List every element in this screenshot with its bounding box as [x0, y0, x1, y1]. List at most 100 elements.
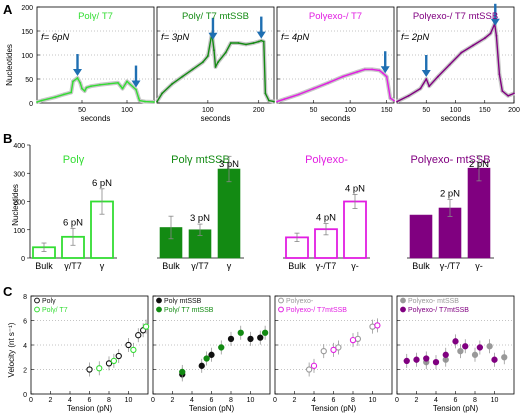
panel-c-point [257, 334, 264, 341]
panel-c-point [237, 329, 244, 336]
panel-a-subplot-title: Polγexo-/ T7 mtSSB [413, 11, 498, 22]
panel-c-ytick: 4 [23, 343, 27, 350]
panel-a-event-arrow [256, 16, 266, 39]
panel-c-point [96, 365, 103, 372]
panel-c-legend-marker [278, 297, 284, 304]
panel-c-subplot: 0 2 4 6 8 10 Polγ Polγ/ T7 Tension (pN) [29, 295, 150, 413]
panel-a-event-arrow [380, 51, 390, 74]
panel-c-point [452, 338, 459, 345]
panel-c-xtick-label: 0 [395, 397, 399, 404]
panel-a-trace-point [36, 101, 38, 103]
panel-b-group-title: Polγexo- [305, 154, 348, 166]
panel-a-trace-point [495, 34, 498, 37]
panel-c-xtick-label: 2 [415, 397, 419, 404]
panel-a-frame [276, 6, 395, 104]
panel-a-trace-point [341, 75, 344, 78]
panel-c-ytick: 6 [23, 319, 27, 326]
panel-a-trace-point [264, 92, 267, 95]
panel-a-trace-point [283, 98, 286, 101]
panel-c-point [135, 332, 142, 339]
panel-a-trace-point [513, 92, 515, 95]
panel-a-event-arrow-head [73, 69, 82, 77]
panel-c-xtick-label: 8 [229, 397, 233, 404]
panel-a-trace-point [371, 68, 373, 71]
panel-b-bar [467, 167, 491, 259]
panel-b-category-label: γ-/T7 [316, 261, 337, 271]
panel-c-xtick-label: 4 [68, 397, 72, 404]
panel-c-xtick-label: 4 [434, 397, 438, 404]
panel-a-trace-point [389, 97, 392, 100]
panel-c-ytick: 8 [23, 294, 27, 301]
panel-a-trace-point [79, 81, 82, 84]
panel-c-xtick-label: 2 [171, 397, 175, 404]
panel-c-point [142, 323, 150, 330]
panel-a-trace-point [419, 87, 422, 90]
panel-a-trace-point [83, 90, 86, 92]
panel-a-event-arrow [208, 17, 218, 40]
panel-c-xtick-label: 10 [125, 397, 133, 404]
panel-a-subplot-title: Polγexo-/ T7 [309, 11, 362, 22]
panel-a-trace-point [117, 81, 119, 84]
panel-a-event-arrow [490, 3, 500, 26]
panel-a-trace-point [138, 99, 141, 102]
panel-c-point [247, 335, 254, 343]
panel-a-trace-point [257, 40, 260, 43]
panel-a-xtick-label: 200 [253, 107, 265, 114]
panel-a-trace-point [99, 83, 101, 86]
panel-a-trace-point [54, 96, 56, 99]
panel-c-ytick: 0 [23, 392, 27, 399]
panel-b-category-label: γ [227, 261, 232, 271]
panel-a-trace-point [72, 80, 74, 83]
panel-b-category-label: γ [100, 261, 105, 271]
panel-c-legend-marker [156, 297, 162, 304]
panel-c-point [374, 322, 381, 329]
panel-a-force-label: f= 4pN [281, 32, 309, 43]
panel-letter-c: C [3, 284, 13, 299]
panel-a-xtick-label: 200 [508, 107, 520, 114]
panel-letter-b: B [3, 131, 12, 146]
panel-a-event-arrow-head [380, 66, 390, 74]
panel-c-point [110, 357, 118, 365]
panel-b-ytick: 300 [13, 171, 25, 178]
panel-a-trace-point [85, 86, 88, 89]
panel-b-group: Polγ Bulk 6 pN γ/T7 6 pN γ [30, 154, 117, 271]
panel-a-trace-point [40, 99, 43, 102]
panel-c-point [403, 357, 410, 365]
panel-c-ylabel: Velocity (nt s⁻¹) [7, 322, 16, 377]
panel-a-event-arrow-head [490, 18, 500, 26]
panel-c-subplot: 0 2 4 6 8 10 Polγexo- mtSSB Polγexo-/ T7mtSSB Te… [395, 295, 515, 413]
panel-c-point [413, 356, 420, 363]
panel-a-event-arrow-head [131, 80, 141, 88]
panel-a-subplot: 100 200 Polγ/ T7 mtSSB f= 3pN seconds [155, 6, 275, 123]
panel-c-legend-label: Polγexo- mtSSB [408, 298, 459, 305]
panel-a-trace-point [437, 75, 439, 78]
panel-a-event-arrow [73, 54, 82, 77]
panel-a-subplot-title: Polγ/ T7 [78, 11, 113, 22]
panel-a-trace-point [224, 51, 227, 54]
panel-a-event-arrow [421, 55, 431, 77]
panel-a-ytick: 0 [29, 101, 33, 108]
panel-c-legend-label: Polγ/ T7 mtSSB [164, 307, 214, 314]
panel-a-trace-point [121, 87, 124, 90]
panel-a-ytick: 50 [25, 77, 33, 84]
panel-c-point [471, 351, 479, 358]
panel-c-subplot: 0 2 4 6 8 10 Polγexo- Polγexo-/ T7mtSSB Tension … [273, 295, 393, 413]
panel-b-category-label: γ/T7 [191, 261, 209, 271]
panel-b-force-label: 6 pN [63, 217, 83, 228]
panel-b-category-label: Bulk [162, 261, 180, 271]
panel-c-point [218, 344, 225, 351]
panel-b-ytick: 100 [13, 228, 25, 235]
panel-c-xtick-label: 2 [293, 397, 297, 404]
panel-b-group: Polγexo- mtSSB Bulk 2 pN γ-/T7 2 pN γ- [407, 154, 494, 271]
panel-b-force-label: 4 pN [316, 213, 336, 224]
panel-b-bar [343, 200, 367, 259]
panel-c-xtick-label: 8 [107, 397, 111, 404]
panel-c-point [349, 336, 357, 344]
panel-b-force-label: 3 pN [219, 159, 239, 170]
panel-c-legend-label: Polγ [42, 298, 56, 305]
panel-a-xtick-label: 50 [78, 107, 86, 114]
panel-c-point [115, 352, 122, 360]
panel-c-point [203, 355, 210, 362]
panel-a-event-arrow [131, 65, 141, 88]
panel-b-group-title: Polγ mtSSB [171, 154, 230, 166]
